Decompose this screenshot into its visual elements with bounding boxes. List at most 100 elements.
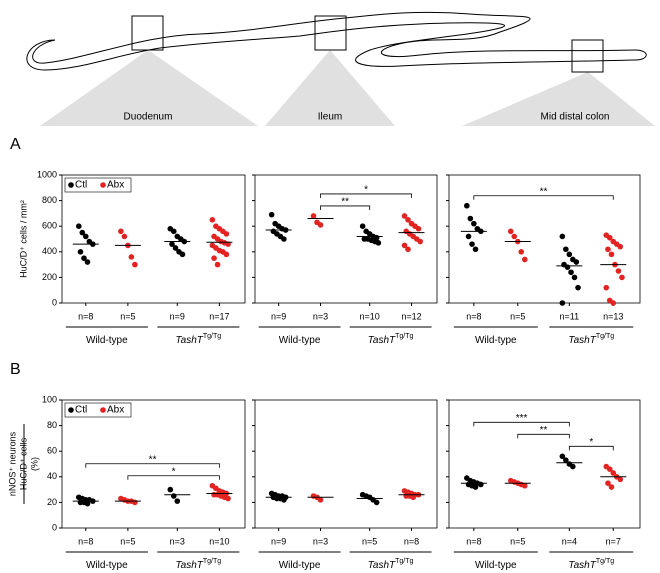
significance-bracket [320,193,412,198]
genotype-name: Wild-type [279,560,321,571]
region-label: Ileum [318,112,342,123]
data-point [472,484,479,490]
data-point [132,499,138,506]
y-tick-label: 800 [42,195,57,205]
data-point [128,254,135,260]
panel-label: A [10,136,21,153]
genotype-name: Wild-type [279,335,321,346]
gut-outline [26,11,647,71]
significance-bracket [473,421,570,427]
x-tick-label: n=10 [209,536,229,546]
x-tick-label: n=9 [170,311,185,321]
y-axis-label: HuC/D⁺ cells / mm² [18,200,28,278]
genotype-name: Wild-type [475,560,517,571]
data-point [566,251,573,258]
data-point [615,268,622,274]
data-point [464,202,470,209]
data-point [570,463,576,470]
data-point [317,222,324,228]
data-point [310,213,317,219]
data-point [518,249,525,255]
data-point [77,249,84,255]
data-point [568,269,574,276]
data-point [373,499,380,506]
y-tick-label: 0 [52,297,57,307]
y-tick-label: 100 [42,394,57,404]
data-point [511,233,518,240]
genotype-label: TashTTg/Tg [175,558,221,571]
data-point [223,231,230,237]
data-point [209,217,216,223]
data-point [169,241,175,247]
genotype-label: Wild-type [86,560,128,571]
zoom-triangle [265,50,395,126]
data-point [465,233,472,240]
x-tick-label: n=3 [313,311,328,321]
significance-label: ** [341,197,349,208]
genotype-label: TashTTg/Tg [368,558,414,571]
significance-label: ** [540,186,548,197]
significance-bracket [85,463,220,468]
x-tick-label: n=8 [78,311,93,321]
data-point [559,233,566,240]
data-point [405,246,411,253]
data-point [375,240,382,246]
genotype-sup: Tg/Tg [203,333,221,340]
region-label: Duodenum [124,112,173,123]
x-tick-label: n=13 [603,311,623,321]
genotype-sup: Tg/Tg [596,333,614,340]
data-point [575,284,581,291]
data-point [405,217,411,223]
genotype-sup: Tg/Tg [596,558,614,565]
x-tick-label: n=17 [209,311,229,321]
data-point [606,234,613,241]
data-point [317,497,324,503]
data-point [132,261,138,268]
data-point [75,223,82,229]
x-tick-label: n=11 [560,311,580,321]
plot-frame [61,174,246,304]
data-point [170,228,177,235]
region-box [131,15,164,51]
legend-swatch [100,182,106,188]
plot-frame [448,174,641,304]
y-tick-label: 200 [42,272,57,282]
significance-bracket [320,205,371,210]
genotype-label: Wild-type [279,335,321,346]
data-point [281,497,287,503]
data-point [469,241,475,247]
significance-bracket [517,433,570,439]
genotype-name: TashT [175,335,203,346]
x-tick-label: n=8 [404,536,419,546]
region-box [314,15,347,51]
genotype-label: TashTTg/Tg [568,333,614,346]
x-tick-label: n=4 [562,536,577,546]
genotype-name: Wild-type [475,335,517,346]
significance-label: * [364,185,368,196]
genotype-name: TashT [175,560,203,571]
x-tick-label: n=8 [466,536,481,546]
data-point [81,255,87,261]
legend-box [64,177,132,193]
genotype-label: TashTTg/Tg [568,558,614,571]
data-point [118,228,124,235]
data-point [225,241,231,247]
data-point [610,300,617,306]
x-tick-label: n=5 [120,536,135,546]
x-tick-label: n=9 [271,536,286,546]
legend-label: Ctl [75,180,87,191]
data-point [478,481,484,488]
x-tick-label: n=10 [360,311,380,321]
data-point [563,457,569,463]
genotype-label: Wild-type [475,335,517,346]
legend-label: Abx [107,405,124,416]
data-point [79,229,86,236]
x-tick-label: n=5 [120,311,135,321]
data-point [174,498,181,504]
data-point [410,494,417,501]
x-tick-label: n=8 [78,536,93,546]
significance-label: * [172,466,176,477]
genotype-label: Wild-type [86,335,128,346]
